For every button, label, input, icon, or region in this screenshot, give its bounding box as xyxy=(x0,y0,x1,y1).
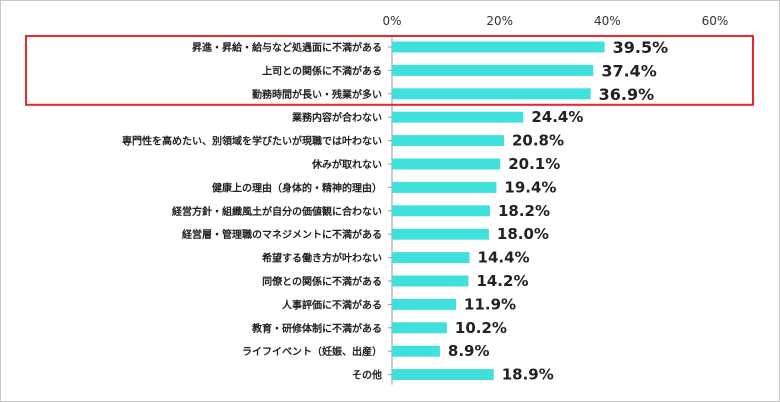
category-label: 休みが取れない xyxy=(311,158,382,171)
data-label: 19.4% xyxy=(504,178,556,196)
category-label: 昇進・昇給・給与など処遇面に不満がある xyxy=(192,41,382,54)
x-tick-label: 20% xyxy=(486,14,513,28)
data-label: 20.1% xyxy=(508,155,560,173)
bar xyxy=(392,275,469,287)
bar xyxy=(392,111,524,123)
data-label: 18.2% xyxy=(498,202,550,220)
category-label: 教育・研修体制に不満がある xyxy=(251,322,382,335)
data-label: 24.4% xyxy=(531,108,583,126)
bar xyxy=(392,298,457,310)
data-label: 39.5% xyxy=(613,38,669,57)
category-label: 勤務時間が長い・残業が多い xyxy=(252,88,382,101)
category-labels: 昇進・昇給・給与など処遇面に不満がある上司との関係に不満がある勤務時間が長い・残… xyxy=(122,41,382,382)
bar xyxy=(392,228,489,240)
value-labels: 39.5% 37.4% 36.9% 24.4% 20.8% 20.1% 19.4% 18.2%… xyxy=(448,38,668,384)
highlight-overlay xyxy=(25,35,754,106)
bar xyxy=(392,41,605,53)
x-tick-label: 40% xyxy=(594,14,621,28)
data-label: 14.2% xyxy=(476,272,528,290)
highlight-box xyxy=(25,35,754,106)
bar xyxy=(392,369,494,381)
category-label: 同僚との関係に不満がある xyxy=(262,275,382,288)
data-label: 18.9% xyxy=(502,366,554,384)
category-label: 希望する働き方が叶わない xyxy=(261,252,382,265)
bar xyxy=(392,252,470,264)
data-label: 14.4% xyxy=(478,249,530,267)
category-label: 上司との関係に不満がある xyxy=(262,64,382,77)
bar xyxy=(392,64,594,76)
bar xyxy=(392,205,490,217)
x-tick-label: 0% xyxy=(382,14,401,28)
bar xyxy=(392,135,504,147)
bar xyxy=(392,345,440,357)
bar xyxy=(392,158,501,170)
data-label: 10.2% xyxy=(455,319,507,337)
data-label: 37.4% xyxy=(601,61,657,80)
x-tick-label: 60% xyxy=(702,14,729,28)
data-label: 18.0% xyxy=(497,225,549,243)
category-label: 業務内容が合わない xyxy=(291,111,382,124)
data-label: 8.9% xyxy=(448,342,490,360)
category-label: その他 xyxy=(352,369,382,382)
category-label: 経営方針・組織風土が自分の価値観に合わない xyxy=(172,205,382,218)
category-label: 経営層・管理職のマネジメントに不満がある xyxy=(182,228,382,241)
category-label: 専門性を高めたい、別領域を学びたいが現職では叶わない xyxy=(122,135,382,148)
data-label: 20.8% xyxy=(512,132,564,150)
category-label: 健康上の理由（身体的・精神的理由） xyxy=(212,181,382,194)
bar xyxy=(392,88,591,100)
bars xyxy=(388,41,605,381)
data-label: 11.9% xyxy=(464,295,516,313)
category-label: ライフイベント（妊娠、出産） xyxy=(242,345,382,358)
bar xyxy=(392,322,447,334)
bar xyxy=(392,181,497,193)
category-label: 人事評価に不満がある xyxy=(282,298,382,311)
data-label: 36.9% xyxy=(599,85,655,104)
x-tick-labels: 0% 20% 40% 60% xyxy=(382,14,728,385)
